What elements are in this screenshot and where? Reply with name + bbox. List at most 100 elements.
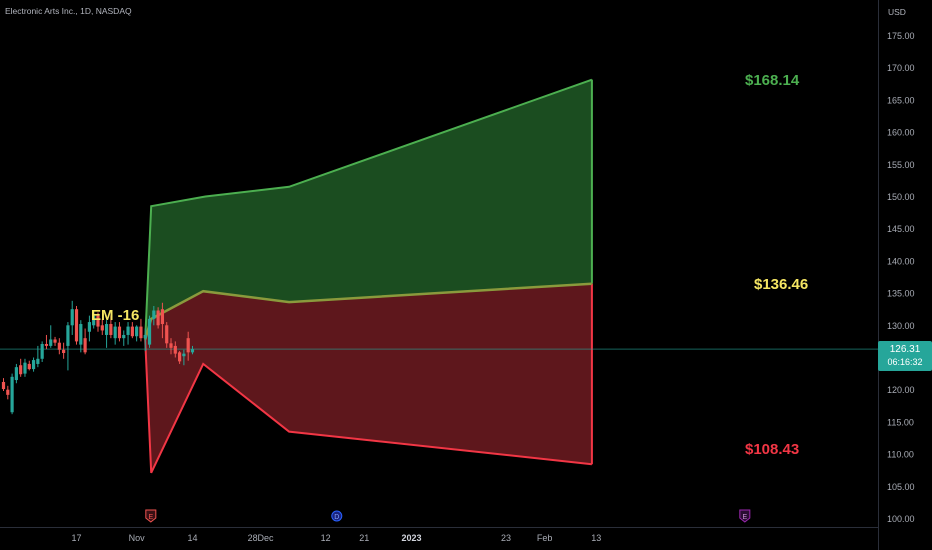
price-tick-label: 130.00 <box>887 321 915 331</box>
currency-label[interactable]: USD <box>888 7 906 17</box>
candle-body <box>96 315 100 327</box>
price-tick-label: 160.00 <box>887 128 915 138</box>
candle <box>10 373 14 415</box>
candle-body <box>126 326 130 335</box>
candle-body <box>143 334 147 339</box>
time-tick-label: Feb <box>537 533 553 543</box>
candle-body <box>14 367 18 381</box>
candle <box>19 358 23 377</box>
candle <box>74 305 79 345</box>
price-tick-label: 170.00 <box>887 63 915 73</box>
candle-body <box>139 326 143 339</box>
candle <box>92 312 96 329</box>
candle <box>135 325 139 342</box>
candle <box>147 315 152 348</box>
bar-countdown: 06:16:32 <box>887 357 923 367</box>
lower-band-line <box>144 339 593 474</box>
price-tick-label: 150.00 <box>887 192 915 202</box>
lower-band-label: $108.43 <box>745 441 799 458</box>
candle-body <box>156 310 160 326</box>
price-tick-label: 120.00 <box>887 385 915 395</box>
current-price-badge: 126.31 06:16:32 <box>878 341 932 371</box>
time-tick-label: 2023 <box>402 533 422 543</box>
candle <box>130 322 134 339</box>
candle-body <box>79 324 83 345</box>
dividend-marker[interactable]: D <box>331 510 343 522</box>
candle-body <box>109 324 113 335</box>
candle-body <box>173 345 177 354</box>
candle <box>6 385 10 400</box>
candle-body <box>70 309 74 326</box>
price-tick-label: 100.00 <box>887 514 915 524</box>
candle <box>152 305 156 326</box>
earnings-upcoming-marker[interactable]: E <box>739 509 751 523</box>
symbol-title[interactable]: Electronic Arts Inc., 1D, NASDAQ <box>5 6 132 16</box>
candle <box>27 360 31 371</box>
candle <box>79 320 83 353</box>
candle-body <box>6 389 10 395</box>
candle-body <box>92 315 96 326</box>
candle-body <box>160 309 165 325</box>
candle <box>109 315 113 339</box>
candle-body <box>10 376 14 413</box>
time-tick-label: 12 <box>321 533 331 543</box>
time-axis[interactable]: 17 Nov 14 28 Dec 12 21 2023 23 Feb 13 <box>72 533 602 543</box>
price-axis[interactable]: 100.00105.00110.00115.00120.00125.00130.… <box>887 31 915 524</box>
price-tick-label: 115.00 <box>887 417 914 427</box>
candle-body <box>1 381 6 390</box>
time-tick-label: 28 <box>248 533 258 543</box>
time-tick-label: 17 <box>72 533 82 543</box>
lower-band-area <box>145 283 592 473</box>
candle <box>113 322 117 345</box>
candle <box>62 342 66 359</box>
candle-body <box>44 343 49 346</box>
candle <box>23 358 27 377</box>
candle <box>165 322 169 348</box>
candle-body <box>87 322 91 332</box>
candle-body <box>152 310 156 319</box>
price-tick-label: 140.00 <box>887 256 915 266</box>
candle <box>126 322 130 345</box>
candle-body <box>104 324 109 335</box>
price-tick-label: 155.00 <box>887 160 915 170</box>
price-tick-label: 135.00 <box>887 289 915 299</box>
candle <box>186 331 190 361</box>
candle-body <box>83 338 87 353</box>
candle-body <box>177 352 182 362</box>
candle <box>104 320 109 348</box>
candle-body <box>100 325 104 331</box>
candle-body <box>147 318 152 345</box>
candle <box>44 334 49 350</box>
earnings-marker[interactable]: E <box>145 509 157 523</box>
candle <box>173 341 177 358</box>
candle <box>40 341 44 363</box>
event-letter: E <box>148 514 153 521</box>
time-tick-label: Dec <box>257 533 274 543</box>
candle <box>57 338 61 355</box>
current-price-value: 126.31 <box>889 344 921 355</box>
candle-body <box>31 360 36 370</box>
event-letter: D <box>334 514 339 521</box>
time-tick-label: 14 <box>187 533 197 543</box>
candle-body <box>49 339 53 346</box>
candle-body <box>19 365 23 375</box>
candle <box>156 307 160 329</box>
upper-band-label: $168.14 <box>745 72 800 89</box>
candle <box>190 345 195 355</box>
candle <box>83 328 87 355</box>
candle-body <box>122 334 126 339</box>
price-tick-label: 165.00 <box>887 95 915 105</box>
candle <box>66 322 70 371</box>
price-tick-label: 175.00 <box>887 31 915 41</box>
candle <box>169 338 173 355</box>
upper-band-line <box>144 78 593 340</box>
time-tick-label: 13 <box>591 533 601 543</box>
candle-body <box>40 343 44 359</box>
middle-band-label: $136.46 <box>754 276 808 293</box>
candle <box>70 300 74 335</box>
candle-body <box>62 349 66 353</box>
candle <box>122 330 126 346</box>
price-tick-label: 145.00 <box>887 224 915 234</box>
candle-body <box>165 325 169 344</box>
